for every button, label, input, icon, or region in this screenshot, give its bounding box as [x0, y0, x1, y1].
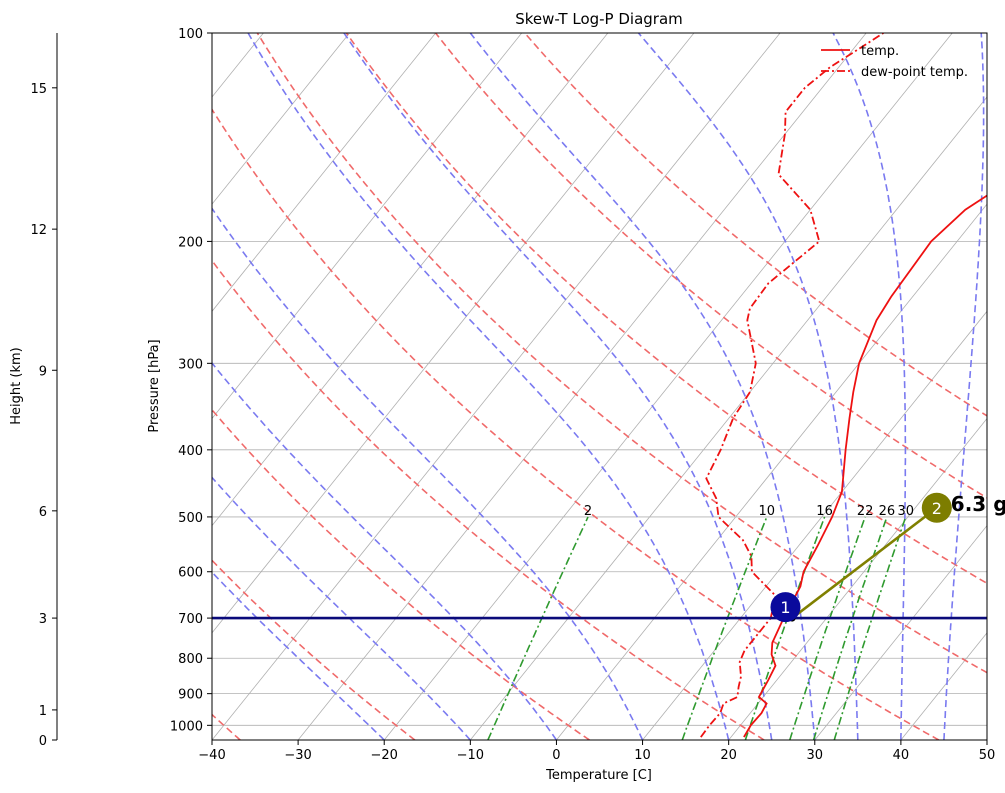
mixing-ratio-label: 10 — [758, 504, 775, 519]
y-axis-ticks: 100 200 300 400 500 600 700 800 900 1000 — [170, 27, 212, 734]
x-tick-label: 10 — [634, 748, 651, 763]
mixing-ratio-label: 2 — [584, 504, 592, 519]
dry-adiabat — [256, 33, 987, 674]
height-tick-label: 15 — [30, 82, 47, 97]
mixing-ratio-line — [833, 516, 907, 740]
isotherm-line — [383, 33, 953, 740]
dry-adiabat — [212, 259, 765, 740]
dry-adiabat — [524, 33, 987, 417]
marker-layer: 1 2 6.3 g/kg — [770, 492, 1005, 623]
marker-1-label: 1 — [780, 598, 790, 617]
x-axis-label: Temperature [C] — [545, 768, 652, 783]
mixing-ratio-line — [681, 516, 768, 740]
skewed-isotherm-grid — [212, 33, 987, 740]
dry-adiabats — [212, 33, 987, 740]
y-tick-label: 100 — [178, 27, 203, 42]
plot-area — [212, 33, 987, 740]
mixing-ratio-label: 26 — [879, 504, 896, 519]
mixing-ratio-label: 16 — [816, 504, 833, 519]
plot-frame — [211, 32, 988, 741]
height-axis-label: Height (km) — [9, 347, 24, 424]
dry-adiabat — [345, 33, 987, 585]
y-tick-label: 400 — [178, 444, 203, 459]
legend-temp-label: temp. — [861, 44, 899, 59]
height-tick-label: 12 — [30, 223, 47, 238]
legend: temp. dew-point temp. — [821, 44, 968, 80]
y-tick-label: 700 — [178, 612, 203, 627]
height-tick-label: 9 — [39, 364, 47, 379]
height-axis: 0 1 3 6 9 12 15 — [30, 33, 58, 749]
isotherm-line — [814, 525, 987, 740]
height-tick-label: 1 — [39, 704, 47, 719]
y-tick-label: 600 — [178, 566, 203, 581]
y-tick-label: 800 — [178, 652, 203, 667]
x-tick-label: −40 — [198, 748, 225, 763]
isotherm-line — [212, 33, 350, 205]
moist-adiabat — [637, 33, 859, 740]
series-layer — [700, 33, 987, 738]
marker-1-circle — [770, 592, 801, 623]
moist-adiabat — [212, 571, 385, 740]
marker-connector — [791, 506, 938, 620]
marker-2-label: 2 — [932, 499, 942, 518]
y-axis-label: Pressure [hPa] — [147, 339, 162, 432]
isotherm-line — [212, 33, 695, 634]
chart-title: Skew-T Log-P Diagram — [515, 10, 683, 28]
x-tick-label: 0 — [552, 748, 560, 763]
isotherm-line — [212, 33, 436, 312]
mixing-ratio-line — [487, 516, 589, 740]
isotherm-line — [297, 33, 867, 740]
moist-adiabat — [247, 33, 730, 740]
height-tick-label: 6 — [39, 505, 47, 520]
moist-adiabat — [212, 476, 471, 740]
mixing-ratio-line — [789, 516, 866, 740]
y-tick-label: 1000 — [170, 719, 203, 734]
x-tick-label: −10 — [457, 748, 484, 763]
dewpoint-line — [700, 33, 884, 738]
mixing-ratio-label: 22 — [857, 504, 874, 519]
mixing-ratio-label: 30 — [897, 504, 914, 519]
dry-adiabat — [434, 33, 987, 499]
isotherm-line — [556, 203, 987, 740]
moist-adiabat — [943, 33, 985, 740]
x-tick-label: −20 — [371, 748, 398, 763]
isotherm-line — [212, 33, 609, 527]
marker-2-circle — [921, 492, 952, 523]
mixing-ratio-line — [812, 516, 888, 740]
x-tick-label: 20 — [720, 748, 737, 763]
moist-adiabat — [832, 33, 907, 740]
legend-dewpoint-label: dew-point temp. — [861, 65, 968, 80]
x-tick-label: 50 — [979, 748, 996, 763]
x-tick-label: 30 — [807, 748, 824, 763]
temperature-line — [743, 194, 987, 738]
moist-adiabat — [469, 33, 816, 740]
mixing-ratio-labels: 2 10 16 22 26 30 — [584, 504, 914, 519]
moist-adiabat — [212, 361, 558, 740]
moist-adiabat — [212, 207, 644, 740]
y-tick-label: 300 — [178, 357, 203, 372]
x-tick-label: 40 — [893, 748, 910, 763]
height-tick-label: 0 — [39, 734, 47, 749]
x-axis-ticks: −40 −30 −20 −10 0 10 20 30 40 50 — [198, 740, 995, 763]
isotherm-line — [728, 417, 987, 740]
isotherm-line — [212, 33, 523, 420]
y-tick-label: 500 — [178, 511, 203, 526]
height-tick-label: 3 — [39, 612, 47, 627]
y-tick-label: 200 — [178, 235, 203, 250]
y-tick-label: 900 — [178, 688, 203, 703]
isotherm-line — [470, 96, 987, 740]
isotherm-line — [642, 310, 987, 740]
dry-adiabat — [212, 559, 416, 740]
annotation-text: 6.3 g/kg — [951, 492, 1005, 516]
isotherm-line — [212, 33, 781, 740]
dry-adiabat — [212, 107, 940, 740]
x-tick-label: −30 — [284, 748, 311, 763]
